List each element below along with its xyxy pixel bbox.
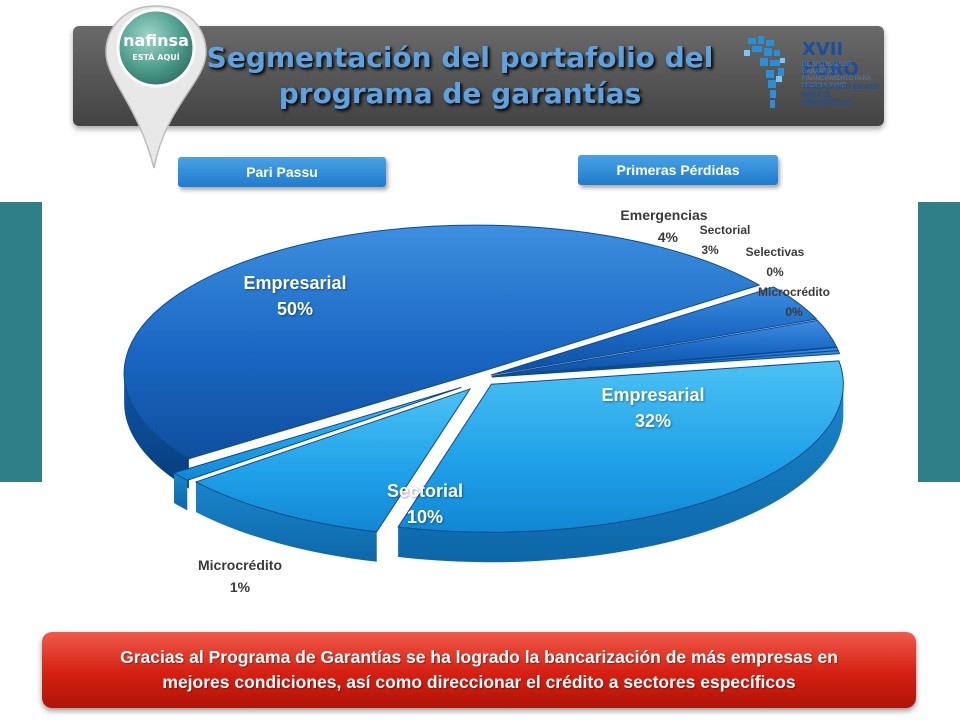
label-sectorial-pp-name: Sectorial xyxy=(386,481,464,501)
label-microcredito-pari-value: 0% xyxy=(785,305,803,319)
label-microcredito-pp-value: 1% xyxy=(229,579,251,595)
label-empresarial-pari-name: Empresarial xyxy=(243,273,347,293)
foro-brand-line1: XVII FORO xyxy=(802,39,859,80)
nafinsa-tagline-text: ESTÁ AQUÍ xyxy=(132,51,180,62)
label-sectorial-pari-value: 3% xyxy=(701,243,719,257)
label-microcredito-pari-name: Microcrédito xyxy=(757,285,830,299)
tab-pari-passu: Pari Passu xyxy=(178,157,386,187)
label-empresarial-pp-value: 32% xyxy=(634,411,672,431)
label-empresarial-pp-name: Empresarial xyxy=(601,385,705,405)
label-microcredito-pp: Microcrédito 1% xyxy=(180,554,300,598)
pie-slice-side-5 xyxy=(398,384,844,563)
pie-slice-6 xyxy=(194,388,472,533)
pie-slice-3 xyxy=(491,346,839,378)
foro-map-icon xyxy=(744,36,785,108)
banner-line-1: Gracias al Programa de Garantías se ha l… xyxy=(120,647,838,667)
label-empresarial-pari-value: 50% xyxy=(276,299,314,319)
nafinsa-logo: nafinsa ESTÁ AQUÍ xyxy=(105,5,207,169)
label-sectorial-pari-name: Sectorial xyxy=(699,223,751,237)
right-side-bar xyxy=(918,202,960,482)
pie-slice-7 xyxy=(172,386,462,481)
page-title: Segmentación del portafolio del programa… xyxy=(206,41,714,110)
pie-slice-2 xyxy=(491,319,838,377)
label-selectivas-value: 0% xyxy=(766,265,784,279)
label-sectorial-pp: Sectorial 10% xyxy=(350,478,500,530)
label-microcredito-pp-name: Microcrédito xyxy=(197,557,282,573)
pie-slice-1 xyxy=(490,286,818,376)
label-emergencias: Emergencias 4% xyxy=(604,204,724,248)
label-microcredito-pari: Microcrédito 0% xyxy=(744,282,844,322)
tab-primeras-perdidas: Primeras Pérdidas xyxy=(578,155,778,185)
foro-logo: XVII FORO DE SISTEMAS DE GARANTÍA Y FINA… xyxy=(740,32,880,116)
pie-slice-side-7 xyxy=(174,472,188,511)
pie-slice-0 xyxy=(123,224,761,460)
label-emergencias-value: 4% xyxy=(657,229,678,245)
label-emergencias-name: Emergencias xyxy=(620,207,708,223)
pie-slice-side-0 xyxy=(124,373,189,489)
pie-slice-5 xyxy=(397,360,844,533)
label-sectorial-pp-value: 10% xyxy=(406,507,444,527)
label-empresarial-pari: Empresarial 50% xyxy=(220,270,370,322)
label-sectorial-pari: Sectorial 3% xyxy=(680,220,770,260)
nafinsa-brand-text: nafinsa xyxy=(123,31,189,50)
label-empresarial-pp: Empresarial 32% xyxy=(578,382,728,434)
foro-tagline: TRABAJANDO EN RED PARA EL DESARROLLO xyxy=(802,84,880,107)
label-selectivas: Selectivas 0% xyxy=(730,242,820,282)
conclusion-banner: Gracias al Programa de Garantías se ha l… xyxy=(42,632,916,708)
label-selectivas-name: Selectivas xyxy=(745,245,805,259)
left-side-bar xyxy=(0,202,42,482)
foro-subtitle: DE SISTEMAS DE GARANTÍA Y FINANCIAMIENTO… xyxy=(802,62,871,89)
banner-line-2: mejores condiciones, así como direcciona… xyxy=(162,672,796,692)
